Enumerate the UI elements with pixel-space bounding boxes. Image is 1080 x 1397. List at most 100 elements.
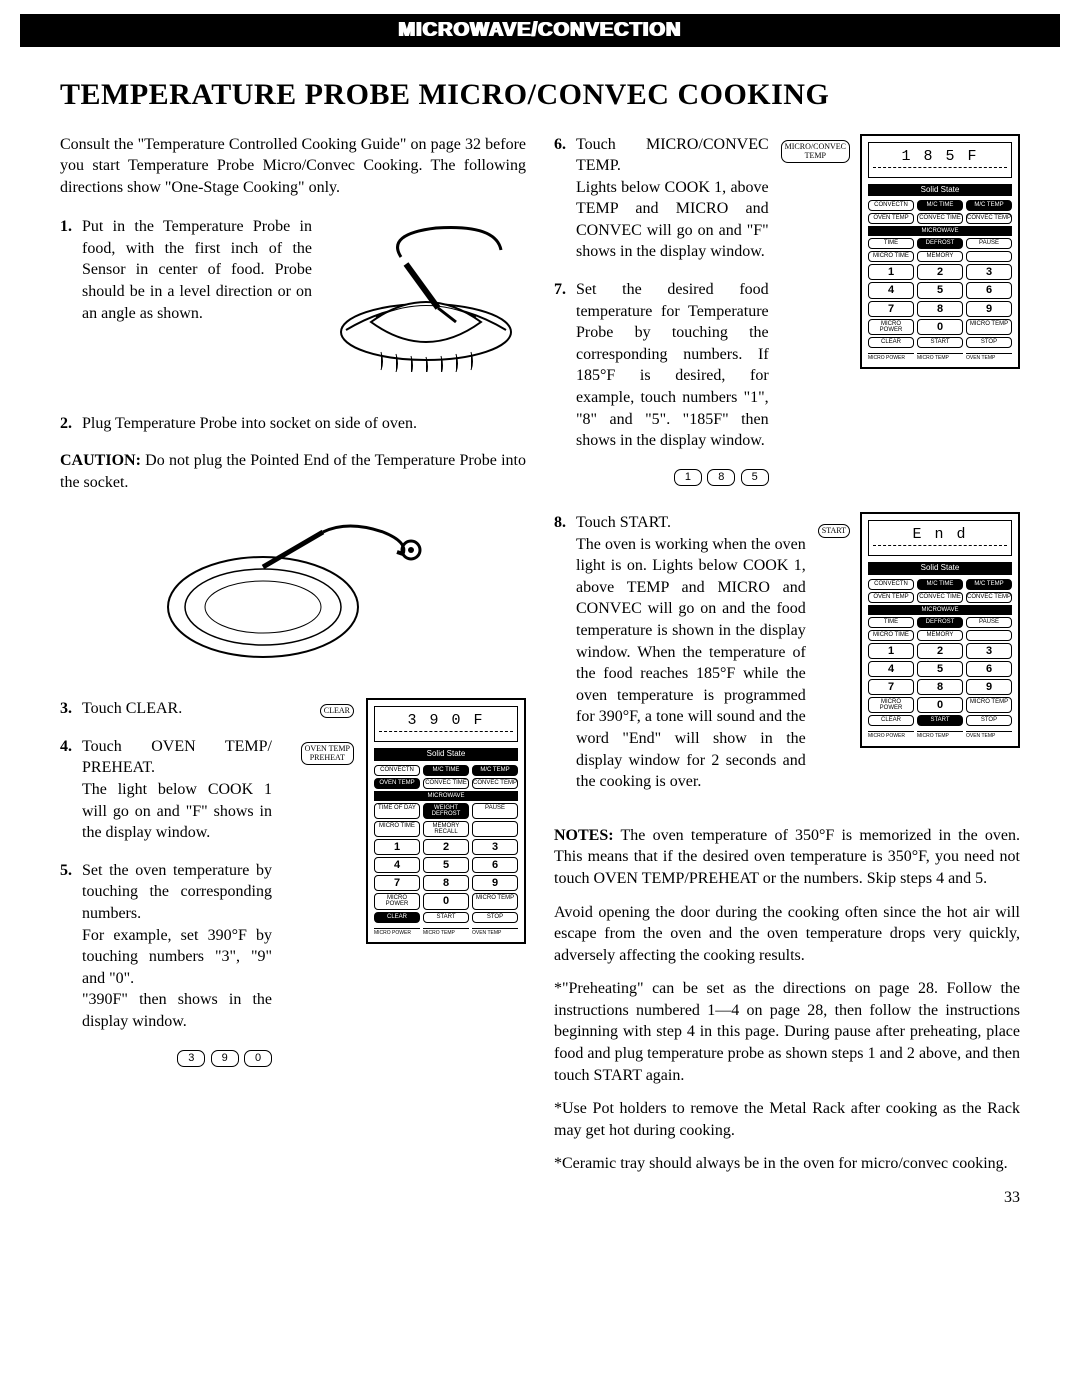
- keypad-button[interactable]: 7: [374, 875, 420, 891]
- keypad-button[interactable]: 3: [966, 264, 1012, 280]
- panel-btn[interactable]: CONVECTN: [374, 765, 420, 776]
- micro-temp-button[interactable]: MICRO TEMP: [472, 893, 518, 909]
- keypad-button[interactable]: 7: [868, 679, 914, 695]
- note-1: The oven temperature of 350°F is memoriz…: [554, 827, 1020, 887]
- panel-btn[interactable]: MICRO TIME: [868, 630, 914, 641]
- keypad-button[interactable]: 9: [966, 679, 1012, 695]
- keypad-1-button[interactable]: 1: [674, 469, 702, 486]
- panel-btn[interactable]: OVEN TEMP: [868, 213, 914, 224]
- panel-btn[interactable]: DEFROST: [917, 238, 963, 249]
- keypad-3-button[interactable]: 3: [177, 1050, 205, 1067]
- keypad-button[interactable]: 1: [868, 264, 914, 280]
- stop-button[interactable]: STOP: [966, 715, 1012, 726]
- panel-btn[interactable]: M/C TEMP: [966, 579, 1012, 590]
- keypad-button[interactable]: 1: [868, 643, 914, 659]
- start-button[interactable]: START: [818, 524, 850, 538]
- panel-btn[interactable]: MICRO TIME: [374, 821, 420, 837]
- intro-text: Consult the "Temperature Controlled Cook…: [60, 134, 526, 199]
- keypad-button[interactable]: 9: [472, 875, 518, 891]
- clear-button[interactable]: CLEAR: [320, 704, 354, 718]
- keypad-5-button[interactable]: 5: [741, 469, 769, 486]
- keypad-button[interactable]: 1: [374, 839, 420, 855]
- micro-temp-button[interactable]: MICRO TEMP: [966, 697, 1012, 713]
- panel-btn[interactable]: M/C TIME: [423, 765, 469, 776]
- panel-btn[interactable]: M/C TEMP: [472, 765, 518, 776]
- keypad-button[interactable]: 4: [868, 282, 914, 298]
- stop-button[interactable]: STOP: [472, 912, 518, 923]
- panel-btn[interactable]: CONVEC TIME: [423, 778, 469, 789]
- keypad-8-button[interactable]: 8: [707, 469, 735, 486]
- caution-text: CAUTION: Do not plug the Pointed End of …: [60, 450, 526, 493]
- panel-btn[interactable]: CONVEC TEMP: [966, 213, 1012, 224]
- step-3-number: 3.: [60, 698, 72, 720]
- panel-btn[interactable]: WEIGHT DEFROST: [423, 803, 469, 819]
- keypad-button[interactable]: 0: [423, 893, 469, 909]
- keypad-9-button[interactable]: 9: [211, 1050, 239, 1067]
- panel-btn[interactable]: PAUSE: [472, 803, 518, 819]
- keypad-button[interactable]: 8: [423, 875, 469, 891]
- keypad-button[interactable]: 4: [868, 661, 914, 677]
- panel-btn[interactable]: TIME OF DAY: [374, 803, 420, 819]
- keypad-button[interactable]: 7: [868, 301, 914, 317]
- keypad-button[interactable]: 5: [917, 661, 963, 677]
- oven-temp-preheat-button[interactable]: OVEN TEMP PREHEAT: [301, 742, 354, 765]
- keypad-button[interactable]: 2: [423, 839, 469, 855]
- panel-btn[interactable]: [472, 821, 518, 837]
- keypad-button[interactable]: 3: [966, 643, 1012, 659]
- panel-btn[interactable]: CONVECTN: [868, 200, 914, 211]
- panel-btn[interactable]: MEMORY RECALL: [423, 821, 469, 837]
- key-sequence-185: 1 8 5: [554, 468, 769, 486]
- panel-btn[interactable]: MEMORY: [917, 630, 963, 641]
- keypad-button[interactable]: 6: [472, 857, 518, 873]
- keypad-button[interactable]: 0: [917, 697, 963, 713]
- panel-btn[interactable]: [966, 630, 1012, 641]
- keypad-button[interactable]: 6: [966, 282, 1012, 298]
- panel-btn[interactable]: CONVEC TEMP: [472, 778, 518, 789]
- page-body: TEMPERATURE PROBE MICRO/CONVEC COOKING C…: [0, 55, 1080, 1249]
- keypad-button[interactable]: 3: [472, 839, 518, 855]
- keypad-button[interactable]: 4: [374, 857, 420, 873]
- panel-btn[interactable]: PAUSE: [966, 238, 1012, 249]
- note-4: *Use Pot holders to remove the Metal Rac…: [554, 1098, 1020, 1141]
- start-button[interactable]: START: [917, 715, 963, 726]
- panel-btn[interactable]: TIME: [868, 238, 914, 249]
- panel-btn[interactable]: MICRO TIME: [868, 251, 914, 262]
- micro-power-button[interactable]: MICRO POWER: [868, 319, 914, 335]
- solid-state-label: Solid State: [868, 562, 1012, 575]
- keypad-button[interactable]: 5: [423, 857, 469, 873]
- panel-btn[interactable]: CONVECTN: [868, 579, 914, 590]
- panel-btn[interactable]: CONVEC TIME: [917, 213, 963, 224]
- panel-btn[interactable]: MEMORY: [917, 251, 963, 262]
- panel-btn[interactable]: M/C TIME: [917, 579, 963, 590]
- panel-btn[interactable]: CONVEC TEMP: [966, 592, 1012, 603]
- micro-power-button[interactable]: MICRO POWER: [374, 893, 420, 909]
- clear-button[interactable]: CLEAR: [374, 912, 420, 923]
- panel-btn[interactable]: OVEN TEMP: [374, 778, 420, 789]
- start-button[interactable]: START: [423, 912, 469, 923]
- panel-btn[interactable]: PAUSE: [966, 617, 1012, 628]
- keypad-0-button[interactable]: 0: [244, 1050, 272, 1067]
- keypad-button[interactable]: 2: [917, 264, 963, 280]
- stop-button[interactable]: STOP: [966, 337, 1012, 348]
- keypad-button[interactable]: 8: [917, 679, 963, 695]
- keypad-button[interactable]: 0: [917, 319, 963, 335]
- keypad-button[interactable]: 6: [966, 661, 1012, 677]
- panel-btn[interactable]: OVEN TEMP: [868, 592, 914, 603]
- micro-power-button[interactable]: MICRO POWER: [868, 697, 914, 713]
- panel-btn[interactable]: M/C TEMP: [966, 200, 1012, 211]
- micro-convec-temp-button[interactable]: MICRO/CONVEC TEMP: [781, 140, 850, 163]
- keypad-button[interactable]: 5: [917, 282, 963, 298]
- clear-button[interactable]: CLEAR: [868, 337, 914, 348]
- panel-btn[interactable]: [966, 251, 1012, 262]
- panel-btn[interactable]: DEFROST: [917, 617, 963, 628]
- keypad-button[interactable]: 8: [917, 301, 963, 317]
- panel-btn[interactable]: M/C TIME: [917, 200, 963, 211]
- keypad-button[interactable]: 9: [966, 301, 1012, 317]
- keypad-button[interactable]: 2: [917, 643, 963, 659]
- panel-btn[interactable]: CONVEC TIME: [917, 592, 963, 603]
- clear-button[interactable]: CLEAR: [868, 715, 914, 726]
- start-button[interactable]: START: [917, 337, 963, 348]
- micro-temp-button[interactable]: MICRO TEMP: [966, 319, 1012, 335]
- panel-btn[interactable]: TIME: [868, 617, 914, 628]
- step-1-number: 1.: [60, 216, 72, 324]
